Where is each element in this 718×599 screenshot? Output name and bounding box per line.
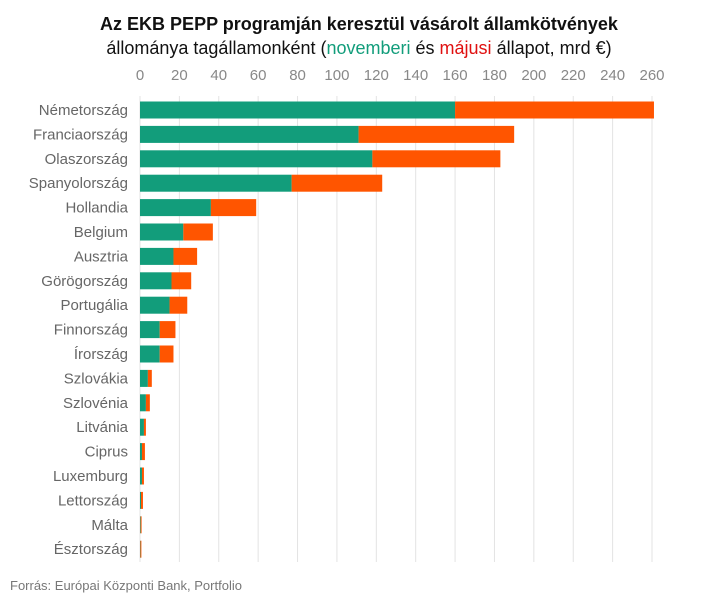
- bar-14-novemberi: [140, 443, 142, 461]
- bar-3-majusi: [291, 174, 383, 192]
- category-label-16: Lettország: [58, 492, 128, 509]
- x-tick-label-0: 0: [136, 67, 144, 84]
- bar-15-novemberi: [140, 467, 142, 485]
- x-axis-ticks: 0 20 40 60 80 100 120 140 160 180 200 220 240 260: [136, 67, 665, 84]
- bar-2-novemberi: [140, 150, 373, 168]
- x-tick-label-40: 40: [210, 67, 227, 84]
- x-tick-label-20: 20: [171, 67, 188, 84]
- bar-15-majusi: [141, 467, 144, 485]
- bar-1-majusi: [358, 125, 515, 143]
- category-label-1: Franciaország: [33, 126, 128, 143]
- category-label-9: Finnország: [54, 322, 128, 339]
- bar-13-novemberi: [140, 418, 144, 436]
- bar-13-majusi: [143, 418, 146, 436]
- category-labels: Németország Franciaország Olaszország Spany…: [29, 102, 129, 558]
- bar-4-novemberi: [140, 199, 211, 217]
- bar-11-majusi: [147, 369, 152, 387]
- bar-18-majusi: [140, 540, 142, 558]
- bar-9-majusi: [159, 321, 176, 339]
- category-label-12: Szlovénia: [63, 395, 129, 412]
- category-label-17: Málta: [91, 517, 128, 534]
- title-middle: és: [410, 38, 440, 58]
- category-label-4: Hollandia: [65, 200, 128, 217]
- bar-1-novemberi: [140, 125, 359, 143]
- title-line-1: Az EKB PEPP programján keresztül vásárol…: [100, 14, 618, 34]
- x-tick-label-80: 80: [289, 67, 306, 84]
- title-line-2-suffix: állapot, mrd €): [491, 38, 612, 58]
- category-label-14: Ciprus: [85, 444, 128, 461]
- bar-17-majusi: [140, 516, 142, 534]
- x-tick-label-160: 160: [443, 67, 468, 84]
- bar-10-novemberi: [140, 345, 160, 363]
- bar-7-majusi: [171, 272, 192, 290]
- bar-4-majusi: [210, 199, 257, 217]
- x-tick-label-200: 200: [521, 67, 546, 84]
- category-label-5: Belgium: [74, 224, 128, 241]
- bar-16-novemberi: [140, 491, 141, 509]
- category-label-6: Ausztria: [74, 248, 129, 265]
- x-tick-label-120: 120: [364, 67, 389, 84]
- bar-7-novemberi: [140, 272, 172, 290]
- x-tick-label-180: 180: [482, 67, 507, 84]
- bar-0-novemberi: [140, 101, 456, 119]
- x-tick-label-260: 260: [639, 67, 664, 84]
- bar-8-majusi: [169, 296, 188, 314]
- bar-12-majusi: [145, 394, 150, 412]
- x-tick-label-100: 100: [324, 67, 349, 84]
- bar-11-novemberi: [140, 369, 148, 387]
- category-label-7: Görögország: [41, 273, 128, 290]
- bar-5-majusi: [183, 223, 213, 241]
- category-label-8: Portugália: [60, 297, 128, 314]
- title-november-word: novemberi: [326, 38, 411, 58]
- bar-5-novemberi: [140, 223, 184, 241]
- bars: [140, 101, 654, 558]
- bar-17-novemberi: [140, 516, 141, 534]
- bar-2-majusi: [372, 150, 501, 168]
- x-tick-label-140: 140: [403, 67, 428, 84]
- category-label-13: Litvánia: [76, 419, 128, 436]
- category-label-15: Luxemburg: [53, 468, 128, 485]
- category-label-11: Szlovákia: [64, 370, 129, 387]
- category-label-18: Észtország: [54, 541, 128, 558]
- source-note: Forrás: Európai Központi Bank, Portfolio: [10, 578, 242, 593]
- bar-9-novemberi: [140, 321, 160, 339]
- chart-title: Az EKB PEPP programján keresztül vásárol…: [0, 12, 718, 60]
- bar-3-novemberi: [140, 174, 292, 192]
- bar-6-novemberi: [140, 247, 174, 265]
- category-label-2: Olaszország: [45, 151, 128, 168]
- category-label-10: Írország: [74, 346, 128, 363]
- title-line-2-prefix: állománya tagállamonként (: [106, 38, 327, 58]
- category-label-3: Spanyolország: [29, 175, 128, 192]
- bar-0-majusi: [455, 101, 654, 119]
- bar-10-majusi: [159, 345, 174, 363]
- bar-16-majusi: [140, 491, 143, 509]
- x-tick-label-220: 220: [561, 67, 586, 84]
- bar-14-majusi: [141, 443, 145, 461]
- title-line-2: állománya tagállamonként (novemberi és m…: [0, 36, 718, 60]
- grid-lines: [139, 96, 653, 562]
- category-label-0: Németország: [39, 102, 128, 119]
- bar-12-novemberi: [140, 394, 146, 412]
- bar-8-novemberi: [140, 296, 170, 314]
- x-tick-label-60: 60: [250, 67, 267, 84]
- bar-6-majusi: [173, 247, 198, 265]
- title-may-word: májusi: [439, 38, 492, 58]
- x-tick-label-240: 240: [600, 67, 625, 84]
